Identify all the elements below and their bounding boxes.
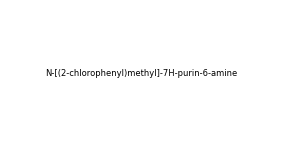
Text: N-[(2-chlorophenyl)methyl]-7H-purin-6-amine: N-[(2-chlorophenyl)methyl]-7H-purin-6-am… [45,69,238,78]
